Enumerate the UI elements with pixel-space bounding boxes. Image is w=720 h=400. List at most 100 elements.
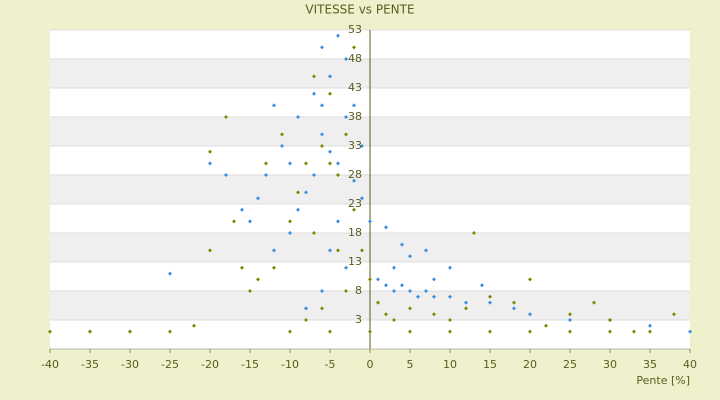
point (320, 306, 324, 311)
point (320, 289, 324, 293)
x-tick-label: 35 (643, 358, 657, 371)
point (400, 242, 404, 247)
point (336, 33, 340, 38)
point (304, 318, 308, 322)
point (264, 161, 268, 166)
point (528, 329, 532, 334)
point (592, 300, 596, 305)
point (88, 329, 92, 334)
point (408, 289, 412, 293)
point (328, 91, 332, 96)
point (272, 248, 276, 253)
point (240, 265, 244, 270)
point (232, 219, 236, 224)
point (224, 173, 228, 177)
point (128, 329, 132, 334)
point (384, 283, 388, 288)
point (312, 74, 316, 79)
y-tick-label: 48 (348, 52, 362, 65)
point (208, 161, 212, 166)
point (248, 219, 252, 224)
point (368, 329, 372, 334)
point (328, 161, 332, 166)
point (328, 248, 332, 253)
point (672, 312, 676, 317)
x-tick-label: -10 (281, 358, 299, 371)
y-tick-label: 8 (355, 284, 362, 297)
point (632, 329, 636, 334)
x-tick-label: 10 (443, 358, 457, 371)
x-tick-label: 25 (563, 358, 577, 371)
point (344, 57, 348, 61)
point (208, 248, 212, 253)
chart-title: VITESSE vs PENTE (305, 3, 414, 17)
point (296, 207, 300, 212)
point (168, 329, 172, 334)
point (376, 277, 380, 282)
point (512, 306, 516, 311)
x-tick-label: -40 (41, 358, 59, 371)
point (344, 265, 348, 270)
point (304, 306, 308, 311)
point (544, 323, 548, 328)
point (344, 289, 348, 293)
point (240, 207, 244, 212)
point (568, 312, 572, 317)
point (288, 231, 292, 235)
point (368, 277, 372, 282)
point (648, 329, 652, 334)
point (352, 178, 356, 183)
y-tick-label: 13 (348, 255, 362, 268)
x-tick-label: -30 (121, 358, 139, 371)
point (336, 173, 340, 177)
x-tick-label: -15 (241, 358, 259, 371)
point (384, 312, 388, 317)
point (312, 91, 316, 96)
point (312, 231, 316, 235)
point (568, 318, 572, 322)
point (408, 329, 412, 334)
point (264, 173, 268, 177)
point (432, 294, 436, 299)
point (432, 277, 436, 282)
point (360, 144, 364, 148)
point (304, 190, 308, 195)
point (448, 294, 452, 299)
point (168, 271, 172, 276)
x-tick-label: 0 (367, 358, 374, 371)
point (296, 190, 300, 195)
point (464, 300, 468, 305)
point (352, 207, 356, 212)
point (648, 323, 652, 328)
y-tick-label: 43 (348, 81, 362, 94)
point (528, 277, 532, 282)
point (344, 115, 348, 119)
point (480, 283, 484, 288)
y-tick-label: 18 (348, 226, 362, 239)
point (272, 103, 276, 108)
point (224, 115, 228, 119)
y-tick-label: 33 (348, 139, 362, 152)
point (328, 329, 332, 334)
point (256, 196, 260, 201)
point (488, 300, 492, 305)
point (288, 161, 292, 166)
point (336, 248, 340, 253)
point (408, 254, 412, 259)
x-tick-label: -5 (325, 358, 336, 371)
x-tick-label: -20 (201, 358, 219, 371)
point (296, 115, 300, 119)
point (328, 149, 332, 154)
point (392, 289, 396, 293)
point (384, 225, 388, 230)
point (352, 103, 356, 108)
x-tick-label: -35 (81, 358, 99, 371)
point (328, 74, 332, 79)
x-tick-label: 15 (483, 358, 497, 371)
x-tick-label: 40 (683, 358, 697, 371)
point (352, 45, 356, 50)
point (192, 323, 196, 328)
point (288, 219, 292, 224)
point (360, 196, 364, 201)
